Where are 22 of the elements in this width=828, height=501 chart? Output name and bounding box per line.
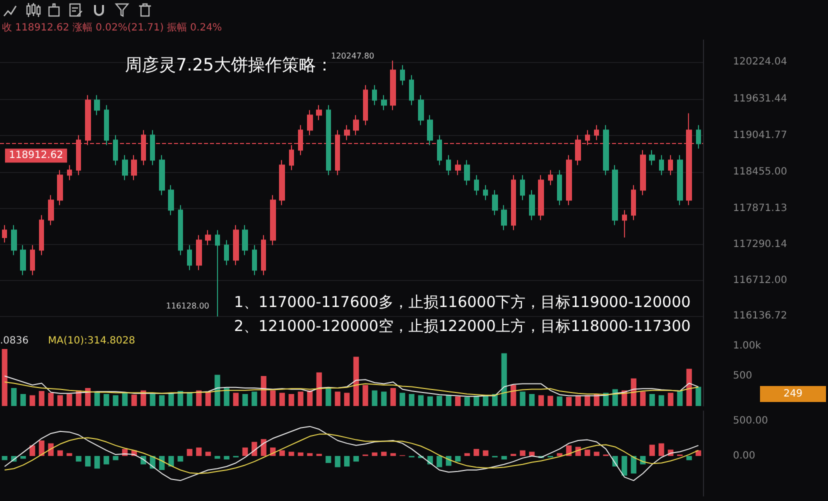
text: 收 118912.62 涨幅 0.02%(21.71) 振幅 0.24%	[2, 22, 222, 34]
annotation: 120247.80	[331, 52, 374, 60]
y-tick-label: 1.00k	[733, 340, 762, 352]
y-tick-label: 116712.00	[733, 274, 788, 286]
y-tick-label: 118455.00	[733, 166, 788, 178]
annotation: .0836	[0, 336, 29, 346]
y-tick-label: 500.00	[733, 415, 768, 426]
y-tick-label: 119631.44	[733, 93, 788, 104]
y-tick-label: 116136.72	[733, 310, 788, 322]
annotation: 1、117000-117600多，止损116000下方，目标119000-120000	[234, 293, 691, 311]
text: 周彦灵7.25大饼操作策略：	[125, 56, 333, 76]
y-tick-label: 120224.04	[733, 56, 788, 68]
y-tick-label: 500	[733, 370, 752, 382]
y-tick-label: 119041.77	[733, 130, 788, 142]
annotation: MA(10):314.8028	[48, 336, 136, 346]
annotation: 2、121000-120000空，止损122000上方，目标118000-117300	[234, 317, 691, 335]
y-tick-label: 0.00	[733, 450, 756, 462]
text: 249	[783, 388, 803, 400]
ref-line-label: 118912.62	[9, 150, 64, 162]
annotation: 116128.00	[166, 302, 210, 310]
y-tick-label: 117871.13	[733, 202, 788, 214]
y-tick-label: 117290.14	[733, 238, 788, 250]
